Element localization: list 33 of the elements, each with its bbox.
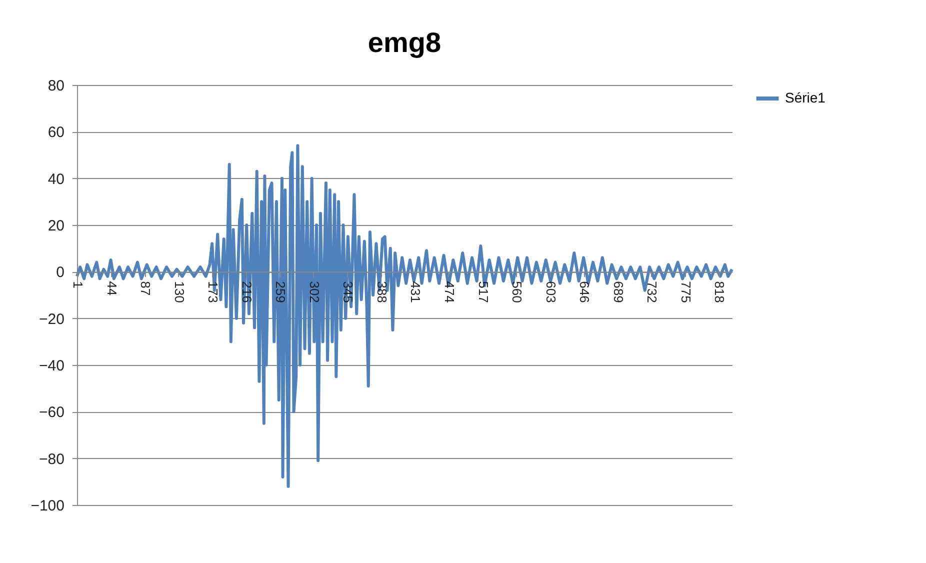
chart-title: emg8: [368, 27, 442, 58]
y-tick-label: −40: [39, 358, 64, 374]
x-tick-label: 1: [70, 281, 86, 288]
x-tick-label: 732: [644, 281, 660, 303]
x-tick-label: 603: [543, 281, 558, 303]
x-tick-label: 775: [678, 281, 694, 303]
x-tick-label: 87: [138, 281, 154, 296]
y-tick-label: −60: [39, 404, 64, 422]
x-tick-label: 474: [442, 281, 457, 303]
x-tick-label: 818: [712, 281, 728, 303]
x-tick-label: 130: [172, 281, 187, 303]
y-tick-label: −80: [39, 450, 64, 468]
x-tick-label: 388: [374, 281, 390, 303]
line-series: [76, 144, 734, 488]
x-tick-label: 689: [610, 281, 626, 303]
y-tick-label: 40: [48, 170, 64, 188]
y-tick-label: −100: [30, 498, 64, 514]
y-tick-label: 0: [56, 264, 64, 282]
x-tick-label: 431: [408, 281, 424, 303]
x-tick-label: 646: [577, 281, 592, 303]
legend-label: Série1: [785, 90, 826, 106]
y-tick-label: 60: [48, 124, 64, 142]
x-tick-label: 560: [510, 281, 525, 303]
x-tick-label: 517: [476, 281, 491, 303]
x-tick-label: 44: [104, 281, 120, 296]
y-tick-label: −20: [39, 310, 64, 328]
y-tick-label: 20: [48, 218, 64, 234]
y-tick-label: 80: [48, 78, 64, 94]
x-tick-label: 173: [206, 281, 221, 303]
x-tick-label: 302: [306, 281, 322, 303]
x-tick-label: 216: [239, 281, 254, 303]
x-tick-label: 259: [273, 281, 288, 303]
x-tick-label: 345: [340, 281, 356, 303]
